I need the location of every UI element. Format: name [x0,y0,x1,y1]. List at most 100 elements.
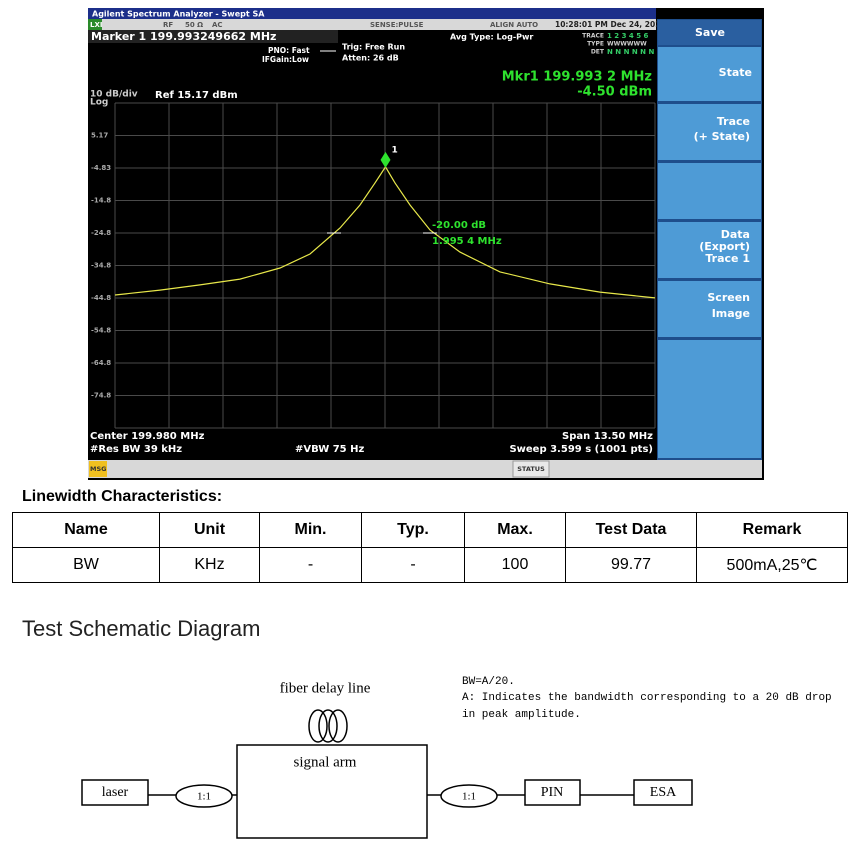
header-cell: Name [12,512,160,548]
table-title: Linewidth Characteristics: [22,488,223,505]
coupler [440,784,498,808]
fiber-label: fiber delay line [280,680,371,696]
softkey-label: Trace [717,115,750,128]
lxi-badge [88,19,102,30]
atten: Atten: 26 dB [342,54,399,63]
y-tick-label: -74.8 [91,392,111,400]
fiber-coil [328,709,348,743]
softkey[interactable] [658,163,761,219]
softkey-label: State [719,66,752,79]
trace-label: TRACE [582,33,604,40]
header-cell: Min. [259,512,362,548]
trace [114,165,656,299]
status-row [88,19,656,30]
softkey[interactable] [658,340,761,458]
y-tick-label: -34.8 [91,262,111,270]
header-cell: Max. [464,512,566,548]
softkey-title: Save [695,26,725,39]
note: in peak amplitude. [462,709,581,721]
softkey[interactable] [658,222,761,278]
fiber-coil [308,709,328,743]
status: STATUS [517,465,545,473]
note: BW=A/20. [462,676,515,688]
status-text: AC [212,21,223,29]
msg-box [89,461,107,477]
mkr-level: -4.50 dBm [577,85,652,100]
delta-db: -20.00 dB [432,220,486,231]
analyzer-frame [88,8,764,480]
schematic-title: Test Schematic Diagram [22,616,260,641]
plot: 5.17 -4.83 -14.8 -24.8 -34.8 -44.8 -54.8 -64.8 -… [91,102,656,429]
header-cell: Remark [696,512,848,548]
y-tick-label: -14.8 [91,197,111,205]
header-cell: Unit [159,512,260,548]
ref-level: Ref 15.17 dBm [155,90,238,101]
y-tick-label: -44.8 [91,294,111,302]
softkey-label: Trace 1 [705,252,750,265]
det-label: DET [591,49,605,56]
softkey-label: (Export) [699,240,750,253]
coupler-label: 1:1 [197,791,211,803]
status-box [512,460,550,478]
center: Center 199.980 MHz [90,431,205,442]
y-tick-label: -54.8 [91,327,111,335]
marker-line: Marker 1 199.993249662 MHz [91,30,276,43]
note: A: Indicates the bandwidth corresponding… [462,692,832,704]
scale: 10 dB/div [90,90,138,100]
coupler-label: 1:1 [462,791,476,803]
softkey[interactable] [658,281,761,337]
cell: BW [12,547,160,583]
ifgain: IFGain:Low [262,55,309,64]
cell: KHz [159,547,260,583]
cell: 99.77 [565,547,697,583]
fiber-coil [318,709,338,743]
table-header: Name Unit Min. Typ. Max. Test Data Remar… [12,512,848,548]
status-text: ALIGN AUTO [490,21,538,29]
status-text: 10:28:01 PM Dec 24, 2024 [555,20,666,29]
sweep: Sweep 3.599 s (1001 pts) [509,444,653,455]
signal-box [236,744,428,839]
softkey-label: Data [721,228,750,241]
softkey-label: Image [712,307,750,320]
y-tick-label: -24.8 [91,229,111,237]
schematic: fiber delay line signal arm laser 1:1 1:… [81,680,693,839]
header-cell: Typ. [361,512,465,548]
avg-type: Avg Type: Log-Pwr [450,33,533,42]
delta-freq: 1.995 4 MHz [432,236,502,247]
analyzer: Agilent Spectrum Analyzer - Swept SA LXI… [88,8,764,480]
laser-box [81,779,149,806]
det-row: N N N N N N [607,48,654,56]
table-row: BW KHz - - 100 99.77 500mA,25℃ [12,547,848,583]
title-bar [88,8,656,19]
status-text: LXI [90,21,102,29]
span: Span 13.50 MHz [562,431,653,442]
msg-bar [88,460,762,478]
title-text: Agilent Spectrum Analyzer - Swept SA [92,10,265,19]
coupler [175,784,233,808]
msg: MSG [90,465,107,473]
res-bw: #Res BW 39 kHz [90,444,182,455]
status-text: SENSE:PULSE [370,21,424,29]
trig: Trig: Free Run [342,43,405,52]
cell: - [259,547,362,583]
esa-label: ESA [650,785,677,800]
vbw: #VBW 75 Hz [295,444,364,455]
mkr-freq: Mkr1 199.993 2 MHz [502,70,652,85]
cell: - [361,547,465,583]
laser-label: laser [102,785,129,800]
y-tick-label: 5.17 [91,132,108,140]
cell: 100 [464,547,566,583]
marker-label: 1 [392,145,398,155]
marker [380,151,391,168]
softkey[interactable] [658,47,761,101]
pin-label: PIN [541,785,564,800]
softkey-label: (+ State) [694,130,750,143]
status-text: RF [163,21,173,29]
softkey-header[interactable] [658,20,761,45]
pno: PNO: Fast [268,46,310,55]
softkey[interactable] [658,104,761,160]
softkey-label: Screen [707,291,750,304]
marker-bar [88,30,338,43]
